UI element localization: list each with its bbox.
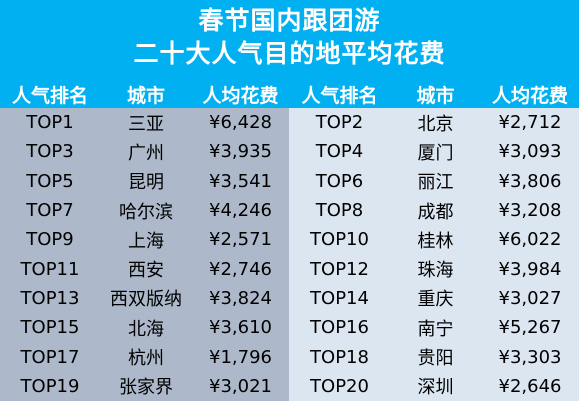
cost-cell: ¥3,806 [498,170,562,192]
table-row-left: TOP1 三亚 ¥6,428 [0,108,289,137]
table-row-right: TOP20 深圳 ¥2,646 [289,372,579,401]
rank-cell: TOP10 [310,229,369,251]
table-row-left: TOP11 西安 ¥2,746 [0,254,289,283]
rank-cell: TOP14 [310,287,369,309]
city-cell: 杭州 [128,348,164,370]
cost-cell: ¥2,646 [498,375,562,397]
header-city-left: 城市 [126,84,165,107]
rank-cell: TOP17 [20,346,80,368]
rank-cell: TOP9 [26,229,74,251]
cost-cell: ¥3,021 [209,375,272,397]
right-panel: TOP2 北京 ¥2,712 TOP4 厦门 ¥3,093 TOP6 丽江 ¥3,806 TOP8… [289,108,579,401]
rank-cell: TOP2 [315,112,364,134]
city-cell: 广州 [128,142,164,164]
cost-cell: ¥3,208 [498,200,562,222]
city-cell: 成都 [417,201,454,223]
left-panel: TOP1 三亚 ¥6,428 TOP3 广州 ¥3,935 TOP5 昆明 ¥3,541 TOP7… [0,108,289,401]
table-row-left: TOP7 哈尔滨 ¥4,246 [0,196,289,225]
table-row-right: TOP18 贵阳 ¥3,303 [289,342,579,371]
rank-cell: TOP6 [315,170,364,192]
city-cell: 三亚 [128,113,164,135]
table-row-right: TOP4 厦门 ¥3,093 [289,137,579,166]
header-rank-left: 人气排名 [11,84,88,107]
cost-cell: ¥3,935 [209,141,272,163]
table-row-left: TOP17 杭州 ¥1,796 [0,342,289,371]
table-row-right: TOP2 北京 ¥2,712 [289,108,579,137]
city-cell: 北京 [417,113,454,135]
table-row-left: TOP19 张家界 ¥3,021 [0,372,289,401]
city-cell: 珠海 [417,260,454,282]
table-row-left: TOP15 北海 ¥3,610 [0,313,289,342]
cost-cell: ¥5,267 [498,317,562,339]
city-cell: 西双版纳 [110,289,182,311]
header-cost-right: 人均花费 [491,84,568,107]
cost-cell: ¥3,984 [498,258,562,280]
city-cell: 西安 [128,260,164,282]
rank-cell: TOP19 [20,375,80,397]
rank-cell: TOP3 [26,141,74,163]
city-cell: 哈尔滨 [119,201,173,223]
cost-cell: ¥3,303 [498,346,562,368]
rank-cell: TOP13 [20,287,80,309]
title-line-2: 二十大人气目的地平均花费 [133,39,446,68]
cost-cell: ¥3,824 [209,287,272,309]
city-cell: 贵阳 [417,348,454,370]
table-row-right: TOP8 成都 ¥3,208 [289,196,579,225]
table-row-left: TOP3 广州 ¥3,935 [0,137,289,166]
city-cell: 重庆 [417,289,454,311]
cost-cell: ¥6,428 [209,112,272,134]
title-banner: 春节国内跟团游 二十大人气目的地平均花费 [0,0,579,80]
cost-cell: ¥2,712 [498,112,562,134]
rank-cell: TOP15 [20,317,80,339]
cost-cell: ¥3,027 [498,287,562,309]
table-row-left: TOP9 上海 ¥2,571 [0,225,289,254]
rank-cell: TOP20 [310,375,369,397]
cost-cell: ¥2,746 [209,258,272,280]
city-cell: 北海 [128,318,164,340]
rank-cell: TOP18 [310,346,369,368]
header-rank-right: 人气排名 [301,84,378,107]
city-cell: 厦门 [417,142,454,164]
table-body: TOP1 三亚 ¥6,428 TOP3 广州 ¥3,935 TOP5 昆明 ¥3,541 TOP7… [0,108,579,401]
cost-cell: ¥4,246 [209,200,272,222]
cost-cell: ¥3,610 [209,317,272,339]
city-cell: 昆明 [128,172,164,194]
rank-cell: TOP8 [315,200,364,222]
city-cell: 桂林 [417,230,454,252]
city-cell: 南宁 [417,318,454,340]
header-cost-left: 人均花费 [202,84,279,107]
rank-cell: TOP1 [26,112,74,134]
rank-cell: TOP4 [315,141,364,163]
city-cell: 丽江 [417,172,454,194]
table-row-left: TOP13 西双版纳 ¥3,824 [0,284,289,313]
cost-cell: ¥2,571 [209,229,272,251]
table-row-right: TOP10 桂林 ¥6,022 [289,225,579,254]
city-cell: 深圳 [417,377,454,399]
table-row-right: TOP14 重庆 ¥3,027 [289,284,579,313]
cost-cell: ¥3,541 [209,170,272,192]
cost-cell: ¥1,796 [209,346,272,368]
title-line-1: 春节国内跟团游 [198,6,381,35]
column-header-row: 人气排名 城市 人均花费 人气排名 城市 人均花费 [0,80,579,108]
cost-cell: ¥3,093 [498,141,562,163]
city-cell: 上海 [128,230,164,252]
rank-cell: TOP11 [20,258,80,280]
table-row-right: TOP16 南宁 ¥5,267 [289,313,579,342]
table-row-right: TOP12 珠海 ¥3,984 [289,254,579,283]
city-cell: 张家界 [119,377,173,399]
rank-cell: TOP5 [26,170,74,192]
rank-cell: TOP7 [26,200,74,222]
table-row-right: TOP6 丽江 ¥3,806 [289,167,579,196]
table-row-left: TOP5 昆明 ¥3,541 [0,167,289,196]
rank-cell: TOP16 [310,317,369,339]
rank-cell: TOP12 [310,258,369,280]
header-city-right: 城市 [416,84,455,107]
cost-cell: ¥6,022 [498,229,562,251]
